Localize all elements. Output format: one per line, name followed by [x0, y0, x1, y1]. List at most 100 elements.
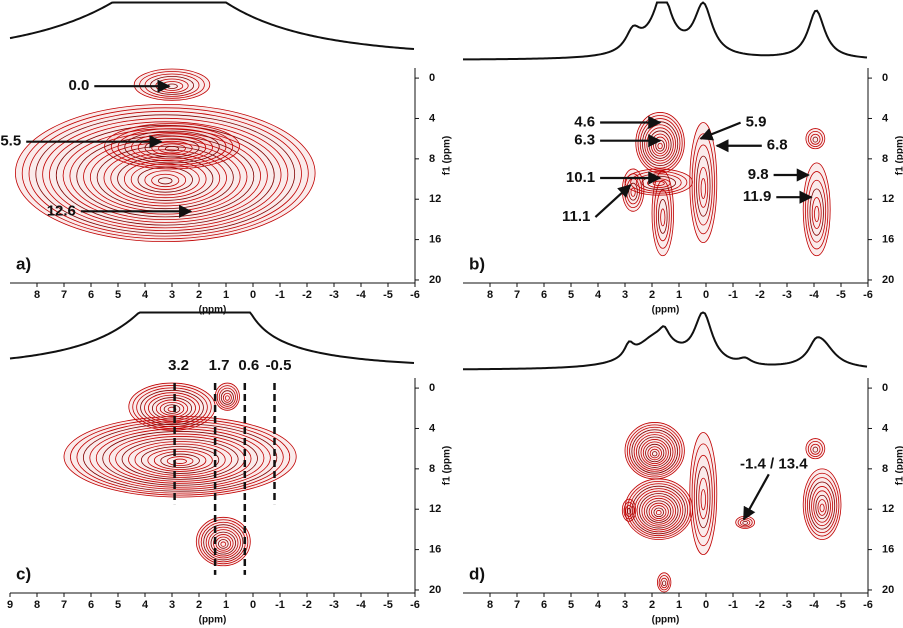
x-tick-label: 0 — [250, 599, 256, 611]
annotation-arrow — [594, 184, 632, 218]
contour-ring — [812, 136, 819, 143]
contour-ring — [158, 143, 186, 154]
y-tick-label: 4 — [882, 112, 889, 124]
x-tick-label: 7 — [514, 289, 520, 301]
contour-ring — [220, 541, 227, 547]
x-axis-label: (ppm) — [199, 615, 227, 626]
contour-ring — [651, 505, 667, 519]
contour-peak — [689, 432, 718, 556]
contour-ring — [210, 531, 236, 555]
y-axis-label: f1 (ppm) — [442, 446, 453, 485]
contour-ring — [696, 155, 711, 217]
annotation-text: 5.9 — [746, 114, 767, 131]
contour-ring — [640, 439, 669, 466]
panel-label: b) — [469, 254, 485, 273]
x-tick-label: -3 — [329, 599, 339, 611]
y-tick-label: 20 — [429, 584, 441, 596]
contour-ring — [817, 499, 827, 516]
x-tick-label: 8 — [34, 289, 40, 301]
contour-ring — [807, 130, 823, 147]
x-tick-label: -5 — [383, 599, 393, 611]
contour-ring — [144, 392, 200, 424]
contour-ring — [141, 446, 220, 474]
x-tick-label: 3 — [622, 289, 628, 301]
contour-ring — [89, 426, 271, 490]
x-tick-label: 8 — [34, 599, 40, 611]
contour-ring — [805, 171, 829, 250]
spectrum — [9, 311, 415, 365]
x-tick-label: 4 — [595, 599, 602, 611]
contour-ring — [132, 385, 212, 429]
x-tick-label: -3 — [782, 599, 792, 611]
contour-ring — [164, 146, 180, 152]
contour-ring — [134, 443, 226, 476]
contour-ring — [652, 451, 658, 457]
contour-ring — [637, 115, 683, 171]
contour-ring — [643, 497, 674, 525]
x-tick-label: -6 — [863, 599, 873, 611]
contour-ring — [807, 440, 823, 457]
contour-ring — [638, 436, 672, 468]
x-tick-label: -3 — [782, 289, 792, 301]
y-tick-label: 0 — [429, 382, 435, 394]
y-tick-label: 16 — [882, 234, 894, 246]
contour-ring — [625, 504, 633, 517]
x-tick-label: 4 — [142, 599, 149, 611]
x-tick-label: 5 — [568, 289, 574, 301]
contour-ring — [812, 446, 819, 453]
x-tick-label: 1 — [676, 599, 682, 611]
x-tick-label: -2 — [755, 599, 765, 611]
contour-ring — [658, 575, 670, 591]
contour-ring — [144, 170, 187, 190]
contour-ring — [117, 128, 227, 166]
contour-ring — [42, 117, 289, 232]
contour-ring — [76, 135, 255, 218]
y-tick-label: 0 — [429, 72, 435, 84]
contour-ring — [140, 389, 204, 426]
contour-ring — [147, 448, 213, 472]
contour-ring — [153, 451, 207, 470]
annotation-text: 5.5 — [0, 133, 21, 150]
contour-ring — [696, 466, 711, 529]
x-tick-label: -2 — [302, 599, 312, 611]
contour-ring — [639, 493, 679, 529]
contour-ring — [660, 208, 666, 227]
panel-label: a) — [16, 254, 31, 273]
contour-ring — [49, 121, 282, 229]
contour-ring — [70, 418, 291, 496]
x-tick-label: -1 — [275, 289, 285, 301]
x-tick-label: -4 — [356, 599, 367, 611]
contour-ring — [634, 488, 684, 533]
annotation-text: 6.3 — [574, 132, 595, 149]
x-tick-label: 0 — [703, 599, 709, 611]
contour-ring — [646, 500, 672, 523]
contour-ring — [148, 394, 196, 422]
contour-ring — [647, 446, 662, 461]
contour-ring — [159, 401, 185, 416]
x-tick-label: -5 — [383, 289, 393, 301]
contour-ring — [155, 399, 189, 418]
contour-ring — [648, 502, 669, 521]
contour-ring — [198, 519, 249, 565]
contour-ring — [636, 434, 674, 470]
x-tick-label: -4 — [356, 289, 367, 301]
contour-ring — [205, 526, 241, 559]
contour-ring — [633, 431, 676, 472]
y-axis-label: f1 (ppm) — [895, 446, 903, 485]
contour-ring — [137, 135, 207, 160]
x-axis-label: (ppm) — [652, 305, 680, 316]
x-axis-label: (ppm) — [652, 615, 680, 626]
x-tick-label: 2 — [649, 599, 655, 611]
contour-ring — [35, 114, 296, 234]
contour-ring — [641, 495, 677, 527]
annotation-arrow — [742, 473, 770, 521]
contour-ring — [124, 130, 220, 164]
contour-ring — [167, 406, 177, 412]
y-tick-label: 4 — [429, 422, 436, 434]
x-tick-label: -4 — [809, 289, 820, 301]
x-tick-label: -6 — [410, 289, 420, 301]
y-tick-label: 4 — [429, 112, 436, 124]
x-tick-label: 3 — [169, 599, 175, 611]
y-tick-label: 8 — [882, 463, 888, 475]
